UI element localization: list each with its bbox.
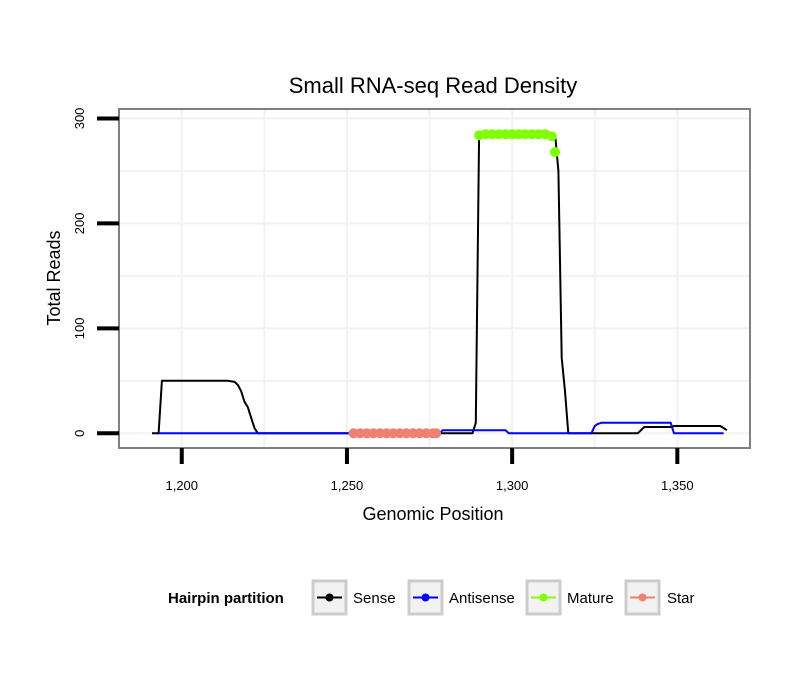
legend-key-dot bbox=[638, 593, 647, 602]
legend-key-dot bbox=[421, 593, 430, 602]
x-tick-label: 1,200 bbox=[165, 478, 198, 493]
star-point bbox=[431, 428, 442, 439]
y-tick-label: 200 bbox=[72, 213, 87, 235]
legend-key-star bbox=[624, 579, 661, 616]
legend-key-dot bbox=[539, 593, 548, 602]
legend-key-antisense bbox=[407, 579, 444, 616]
x-tick-label: 1,250 bbox=[331, 478, 364, 493]
x-tick-label: 1,350 bbox=[661, 478, 694, 493]
x-tick-label: 1,300 bbox=[496, 478, 529, 493]
plot-panel bbox=[118, 108, 751, 449]
series-star bbox=[348, 428, 442, 439]
legend-label: Antisense bbox=[449, 590, 515, 607]
legend-key-sense bbox=[311, 579, 348, 616]
axes: 1,200 1,250 1,300 1,350 0 100 200 300 bbox=[72, 108, 694, 493]
chart-title: Small RNA-seq Read Density bbox=[289, 73, 578, 98]
x-axis-title: Genomic Position bbox=[362, 504, 503, 524]
legend-title: Hairpin partition bbox=[168, 590, 284, 607]
mature-point bbox=[546, 131, 557, 142]
mature-point bbox=[550, 147, 561, 158]
legend-key-mature bbox=[525, 579, 562, 616]
legend-key-dot bbox=[325, 593, 334, 602]
legend: Hairpin partition Sense Antisense Mature St… bbox=[168, 579, 695, 616]
y-axis-title: Total Reads bbox=[44, 230, 64, 325]
series-layer bbox=[152, 129, 728, 439]
legend-label: Mature bbox=[567, 590, 614, 607]
y-tick-label: 100 bbox=[72, 318, 87, 340]
legend-label: Star bbox=[667, 590, 695, 607]
y-tick-label: 300 bbox=[72, 108, 87, 130]
series-antisense bbox=[158, 421, 724, 435]
sense-line bbox=[152, 133, 728, 435]
legend-label: Sense bbox=[353, 590, 396, 607]
y-tick-label: 0 bbox=[72, 430, 87, 437]
series-mature bbox=[474, 129, 561, 158]
antisense-line bbox=[158, 421, 724, 435]
series-sense bbox=[152, 133, 728, 435]
